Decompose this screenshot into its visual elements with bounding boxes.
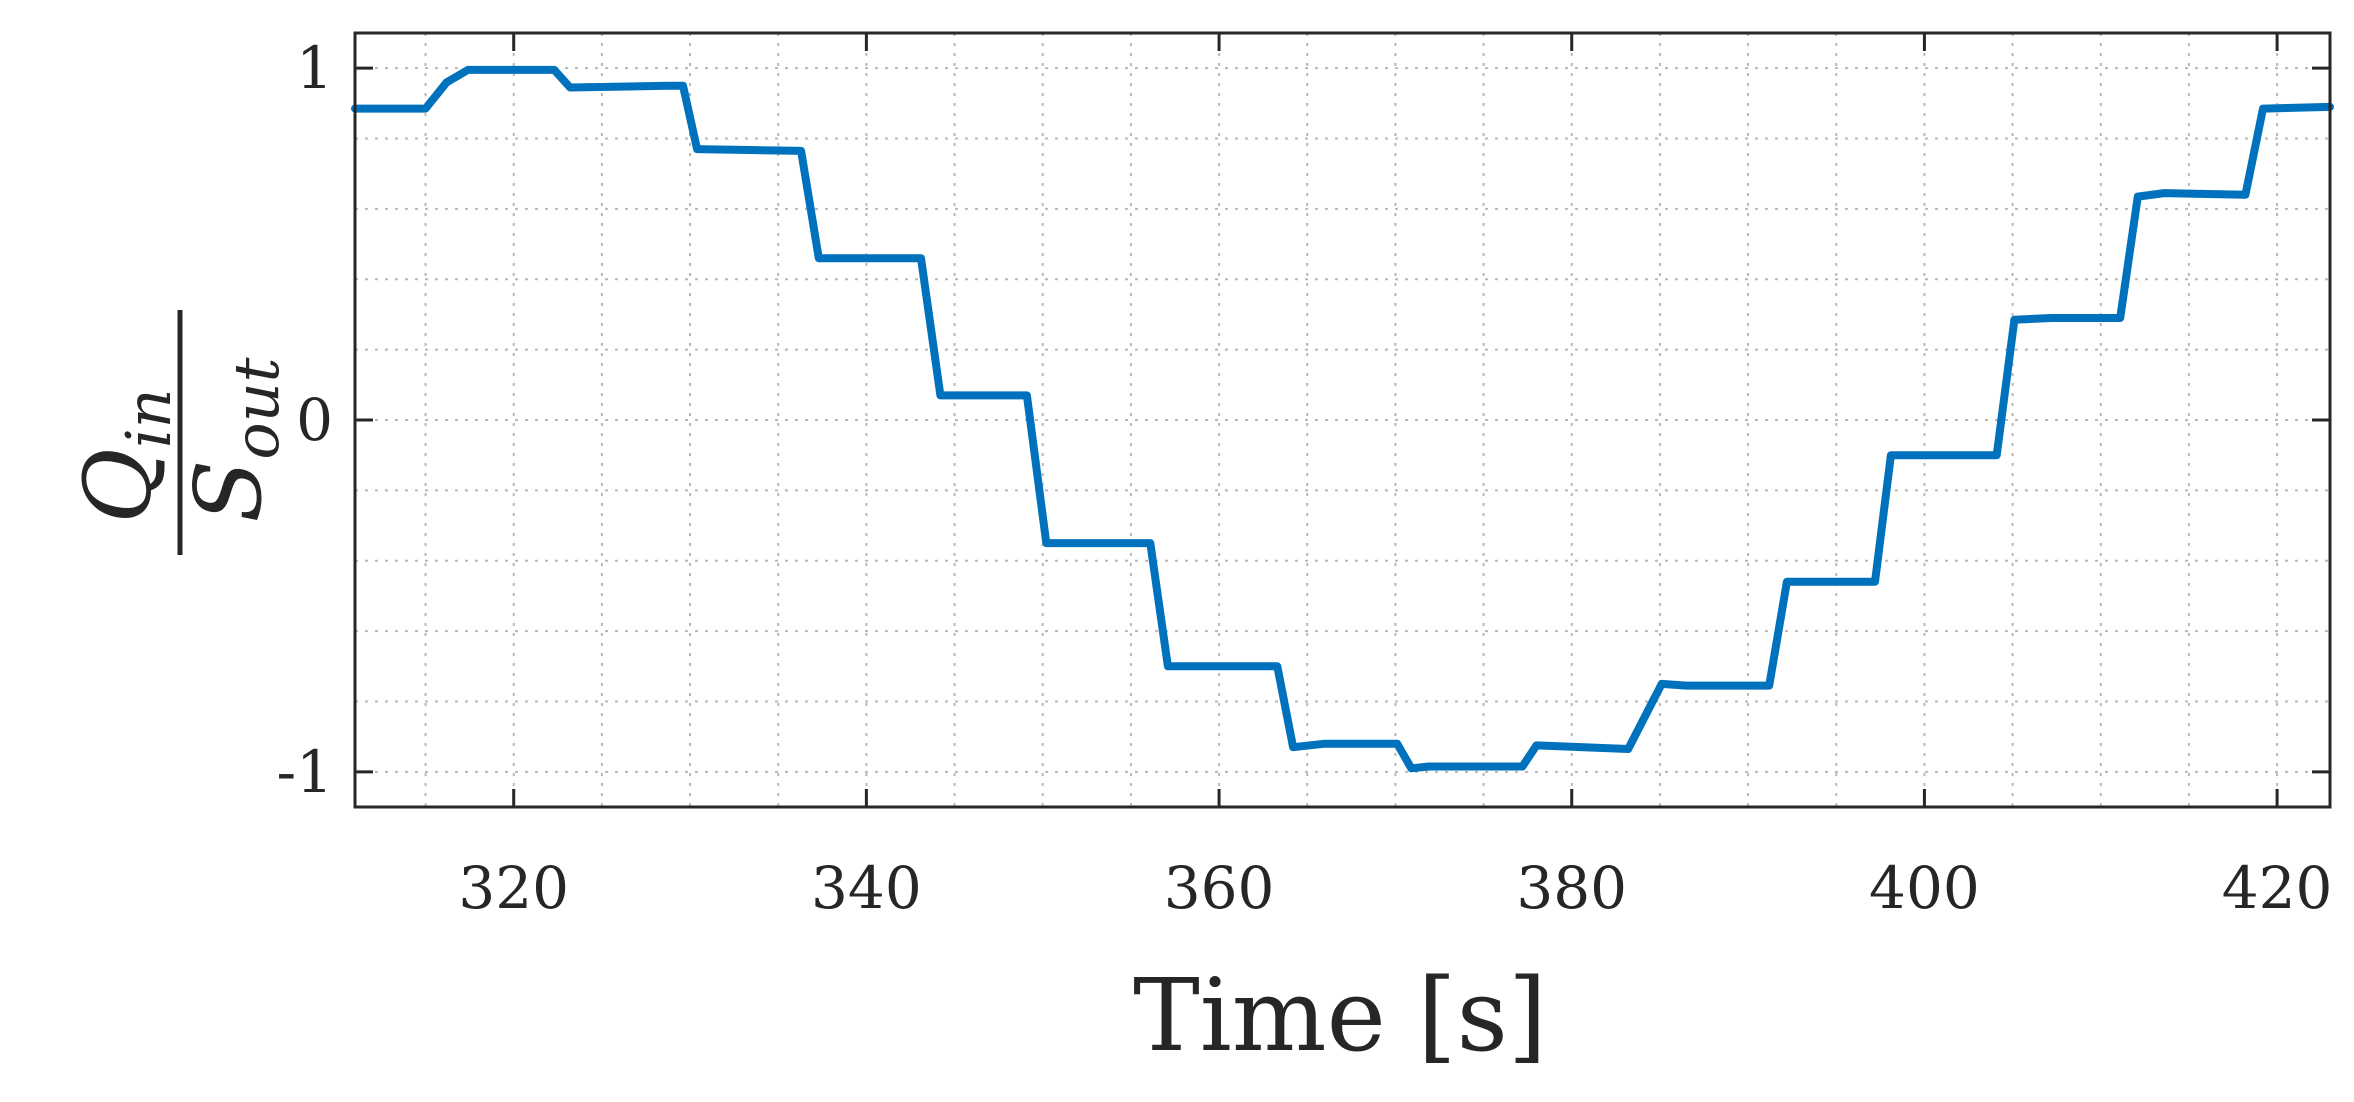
y-tick-label: -1: [277, 738, 334, 806]
y-axis-title: Qin Sout: [65, 310, 293, 555]
x-axis-title: Time [s]: [1133, 957, 1547, 1074]
x-tick-labels: 320 340 360 380 400 420: [458, 854, 2332, 922]
x-tick-label: 380: [1516, 854, 1627, 922]
ticks: [355, 33, 2330, 807]
y-label-denominator: S: [175, 460, 282, 523]
x-tick-label: 400: [1869, 854, 1980, 922]
y-tick-label: 0: [296, 386, 333, 454]
svg-text:Sout: Sout: [175, 357, 293, 522]
series-line: [351, 65, 2334, 773]
svg-text:Qin: Qin: [65, 388, 185, 523]
y-label-numerator: Q: [65, 448, 172, 523]
series-layer: [351, 65, 2334, 773]
y-tick-label: 1: [296, 34, 333, 102]
x-tick-label: 320: [458, 854, 569, 922]
y-label-numerator-sub: in: [112, 388, 185, 448]
x-tick-label: 420: [2222, 854, 2333, 922]
y-label-denominator-sub: out: [220, 357, 293, 459]
x-tick-label: 360: [1164, 854, 1275, 922]
y-tick-labels: -1 0 1: [277, 34, 334, 806]
x-tick-label: 340: [811, 854, 922, 922]
